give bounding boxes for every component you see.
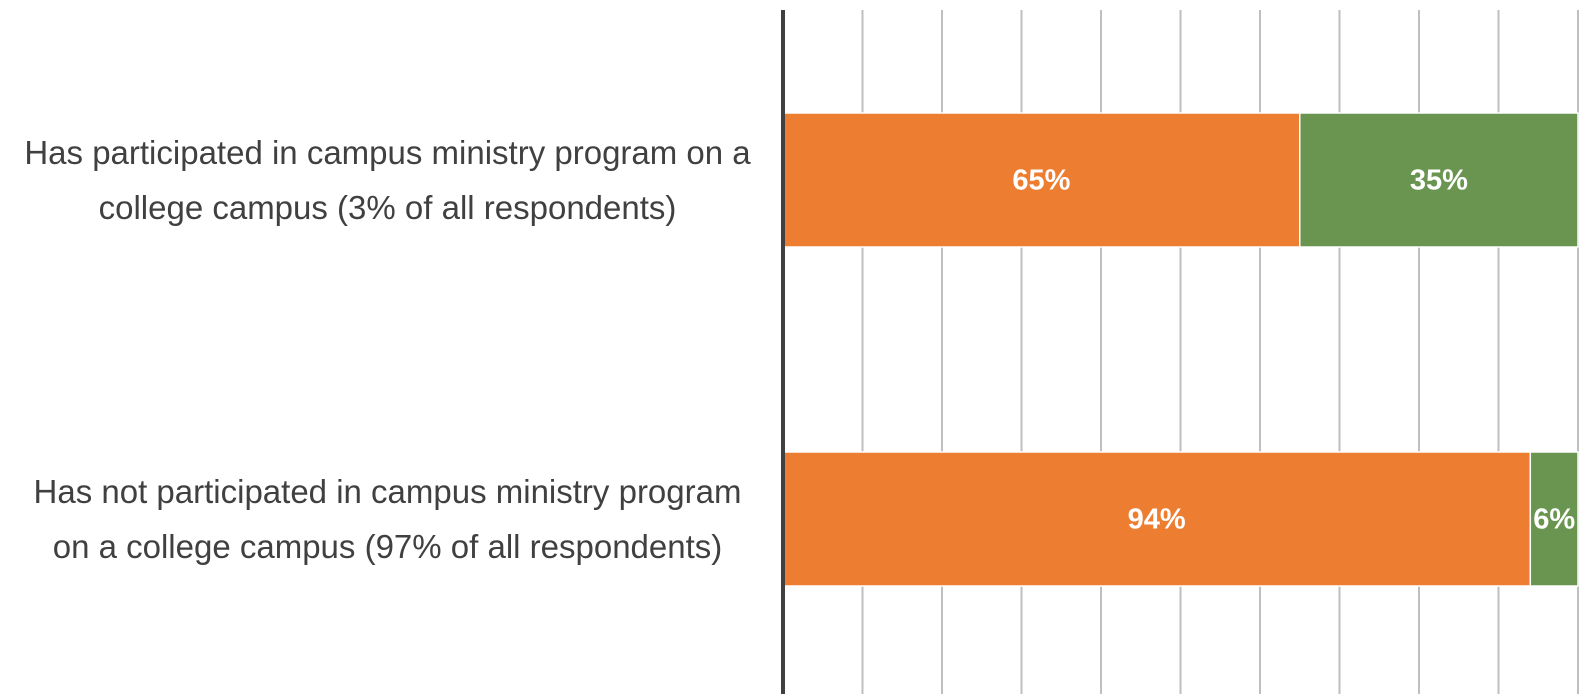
value-label: 65% bbox=[1012, 165, 1070, 197]
bar-segment bbox=[782, 451, 1532, 587]
value-label: 6% bbox=[1533, 504, 1575, 536]
bar-segment bbox=[1299, 112, 1579, 248]
bar-segment bbox=[1529, 451, 1579, 587]
value-label: 94% bbox=[1128, 504, 1186, 536]
category-label: Has participated in campus ministry prog… bbox=[24, 134, 751, 226]
category-label: Has not participated in campus ministry … bbox=[33, 473, 742, 565]
bar-segment bbox=[782, 112, 1301, 248]
value-label: 35% bbox=[1410, 165, 1468, 197]
